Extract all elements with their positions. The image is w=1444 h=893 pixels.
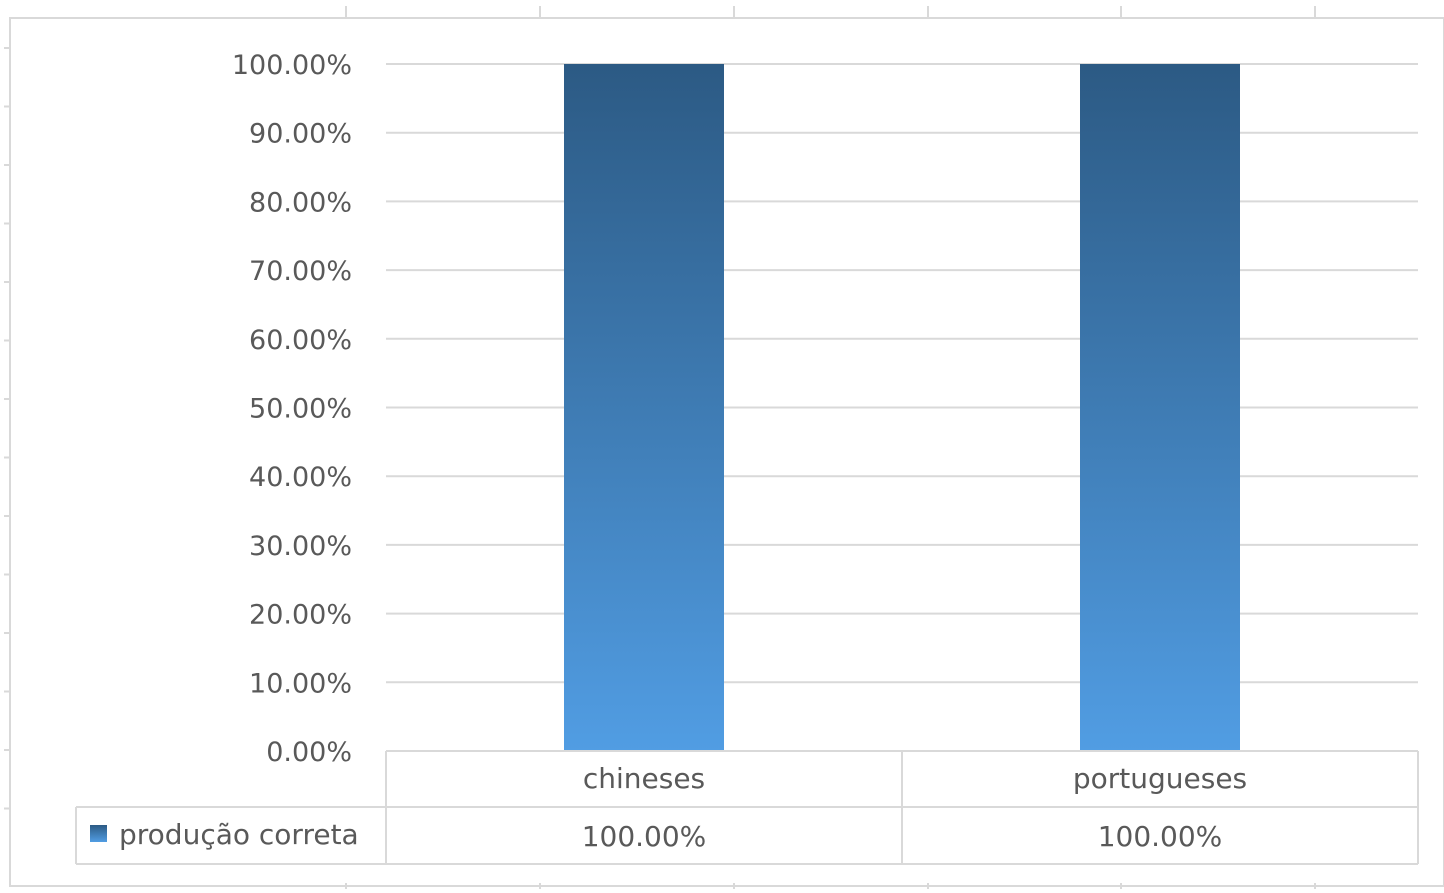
y-tick-label: 20.00% [249,600,352,631]
y-axis-tick-labels: 0.00% 10.00% 20.00% 30.00% 40.00% 50.00% 60.00… [232,50,352,768]
y-tick-label: 10.00% [249,668,352,699]
y-tick-label: 100.00% [232,50,352,81]
x-category-label: portugueses [1073,762,1247,795]
legend-label: produção correta [119,818,359,851]
x-category-label: chineses [583,762,705,795]
y-tick-label: 30.00% [249,531,352,562]
y-tick-label: 90.00% [249,119,352,150]
y-tick-label: 40.00% [249,462,352,493]
y-tick-label: 80.00% [249,187,352,218]
bar-portugueses [1080,64,1240,751]
y-tick-label: 0.00% [266,737,352,768]
data-table-value: 100.00% [1098,820,1223,853]
data-table-value: 100.00% [582,820,707,853]
data-table: chineses 100.00% portugueses 100.00% produçã… [75,750,1419,865]
legend-swatch [90,825,107,842]
outer-tick-marks [4,6,1316,889]
bars [564,64,1240,751]
y-tick-label: 70.00% [249,256,352,287]
bar-chineses [564,64,724,751]
y-tick-label: 50.00% [249,394,352,425]
y-tick-label: 60.00% [249,325,352,356]
